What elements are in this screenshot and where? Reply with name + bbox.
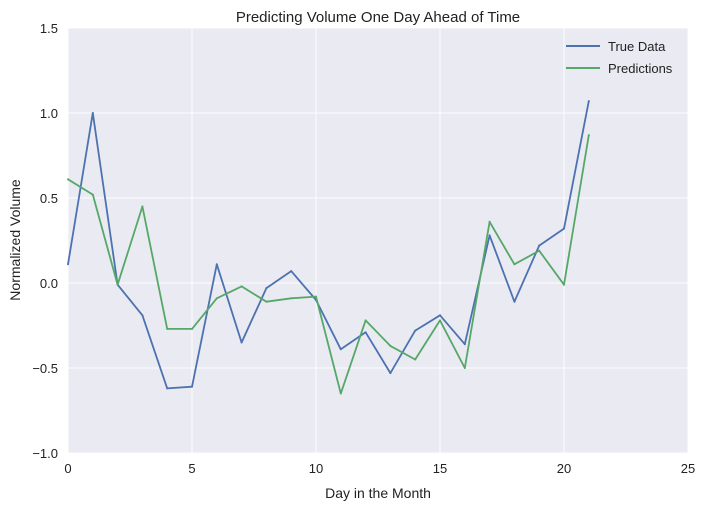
y-tick-label: 1.5 (40, 21, 58, 36)
data-point-true-data (215, 263, 218, 266)
data-point-predictions (587, 134, 590, 137)
data-point-predictions (290, 297, 293, 300)
data-point-true-data (439, 314, 441, 317)
legend-label-true-data: True Data (608, 39, 666, 54)
x-axis-label: Day in the Month (325, 485, 431, 501)
x-tick-label: 5 (188, 461, 195, 476)
data-point-predictions (389, 344, 392, 347)
data-point-predictions (191, 327, 193, 330)
data-point-true-data (463, 343, 466, 346)
data-point-predictions (463, 367, 466, 369)
x-tick-label: 10 (309, 461, 323, 476)
data-point-predictions (67, 178, 69, 181)
y-axis-label: Normalized Volume (7, 179, 23, 301)
data-point-predictions (91, 193, 94, 196)
data-point-predictions (240, 285, 243, 288)
y-tick-label: −0.5 (32, 361, 58, 376)
x-tick-label: 0 (64, 461, 71, 476)
data-point-true-data (67, 263, 69, 266)
tick-labels: 0 5 10 15 20 25 −1.0 −0.5 0.0 0.5 1.0 1.5 (32, 21, 695, 476)
data-point-predictions (265, 300, 268, 303)
series-lines (67, 100, 590, 395)
legend-label-predictions: Predictions (608, 61, 673, 76)
data-point-true-data (563, 227, 565, 230)
plot-background (68, 28, 688, 453)
series-line-predictions (67, 134, 590, 395)
data-point-true-data (265, 287, 268, 290)
chart-title: Predicting Volume One Day Ahead of Time (236, 9, 520, 26)
data-point-predictions (488, 220, 491, 223)
data-point-predictions (513, 263, 516, 266)
data-point-true-data (513, 300, 516, 303)
data-point-true-data (538, 244, 541, 247)
data-point-predictions (563, 283, 565, 286)
y-tick-label: 0.5 (40, 191, 58, 206)
data-point-true-data (339, 348, 342, 351)
legend: True Data Predictions (566, 39, 673, 76)
data-point-true-data (166, 387, 169, 390)
y-tick-label: 0.0 (40, 276, 58, 291)
data-point-true-data (290, 270, 293, 273)
data-point-predictions (364, 319, 367, 322)
data-point-true-data (91, 112, 94, 114)
data-point-predictions (538, 249, 541, 252)
y-tick-label: −1.0 (32, 446, 58, 461)
x-tick-label: 25 (681, 461, 695, 476)
data-point-predictions (339, 392, 342, 395)
x-tick-label: 20 (557, 461, 571, 476)
series-line-true-data (67, 100, 590, 390)
data-point-true-data (240, 341, 243, 344)
data-point-predictions (439, 319, 441, 322)
data-point-predictions (414, 358, 417, 361)
data-point-predictions (116, 283, 119, 286)
series-predictions (67, 134, 590, 395)
data-point-true-data (414, 329, 417, 332)
data-point-predictions (315, 295, 317, 298)
grid-lines (67, 27, 689, 454)
data-point-true-data (364, 331, 367, 334)
data-point-true-data (488, 234, 491, 237)
data-point-true-data (389, 372, 392, 375)
data-point-predictions (141, 205, 144, 208)
data-point-true-data (191, 385, 193, 388)
data-point-true-data (587, 100, 590, 103)
series-true-data (67, 100, 590, 390)
x-tick-label: 15 (433, 461, 447, 476)
data-point-true-data (141, 314, 144, 317)
y-tick-label: 1.0 (40, 106, 58, 121)
data-point-predictions (215, 297, 218, 300)
data-point-predictions (166, 327, 169, 330)
